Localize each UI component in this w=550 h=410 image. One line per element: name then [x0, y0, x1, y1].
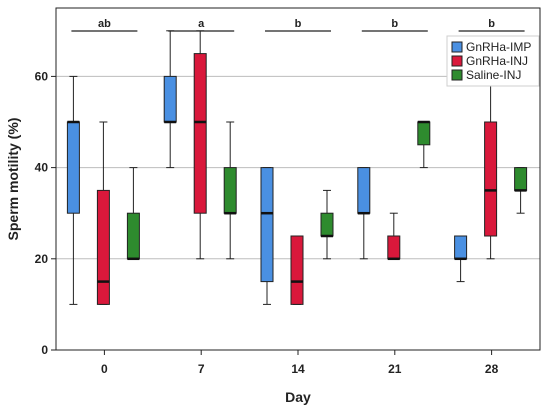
- x-tick-label: 0: [101, 362, 108, 376]
- y-tick-label: 40: [35, 161, 49, 175]
- box-gnrha-inj-day-28: [484, 121, 498, 237]
- box-gnrha-imp-day-7: [163, 75, 177, 123]
- significance-label: b: [488, 18, 495, 30]
- significance-label: b: [391, 18, 398, 30]
- axis-ticks: 0 20 40 60 0 7 14 21 28: [35, 69, 499, 376]
- legend-swatch: [451, 69, 463, 81]
- box-gnrha-imp-day-28: [454, 235, 468, 260]
- y-axis-label: Sperm motility (%): [5, 118, 21, 241]
- y-tick-label: 20: [35, 252, 49, 266]
- box-gnrha-imp-day-21: [357, 167, 371, 214]
- legend-label: Saline-INJ: [466, 68, 521, 82]
- box-gnrha-inj-day-7: [193, 53, 207, 214]
- box-gnrha-inj-day-21: [387, 235, 401, 260]
- box-gnrha-imp-day-14: [260, 167, 274, 283]
- box-gnrha-inj-day-14: [290, 235, 304, 305]
- box-saline-inj-day-21: [417, 121, 431, 146]
- box-saline-inj-day-7: [223, 167, 237, 214]
- x-tick-label: 28: [485, 362, 499, 376]
- significance-label: ab: [98, 18, 111, 30]
- legend-label: GnRHa-INJ: [466, 54, 528, 68]
- x-tick-label: 7: [198, 362, 205, 376]
- y-tick-label: 60: [35, 69, 49, 83]
- box-gnrha-imp-day-0: [66, 121, 80, 214]
- x-axis-label: Day: [285, 389, 311, 405]
- significance-label: a: [198, 18, 205, 30]
- x-tick-label: 21: [388, 362, 402, 376]
- x-tick-label: 14: [291, 362, 305, 376]
- y-tick-label: 0: [41, 343, 48, 357]
- legend-swatch: [451, 41, 463, 53]
- legend-label: GnRHa-IMP: [466, 40, 531, 54]
- significance-label: b: [295, 18, 302, 30]
- boxes: [66, 53, 528, 305]
- box-saline-inj-day-0: [126, 212, 140, 260]
- box-saline-inj-day-14: [320, 212, 334, 237]
- box-gnrha-inj-day-0: [96, 189, 110, 305]
- box-saline-inj-day-28: [514, 167, 528, 191]
- significance-labels: ab a b b b: [71, 18, 525, 32]
- legend-swatch: [451, 55, 463, 67]
